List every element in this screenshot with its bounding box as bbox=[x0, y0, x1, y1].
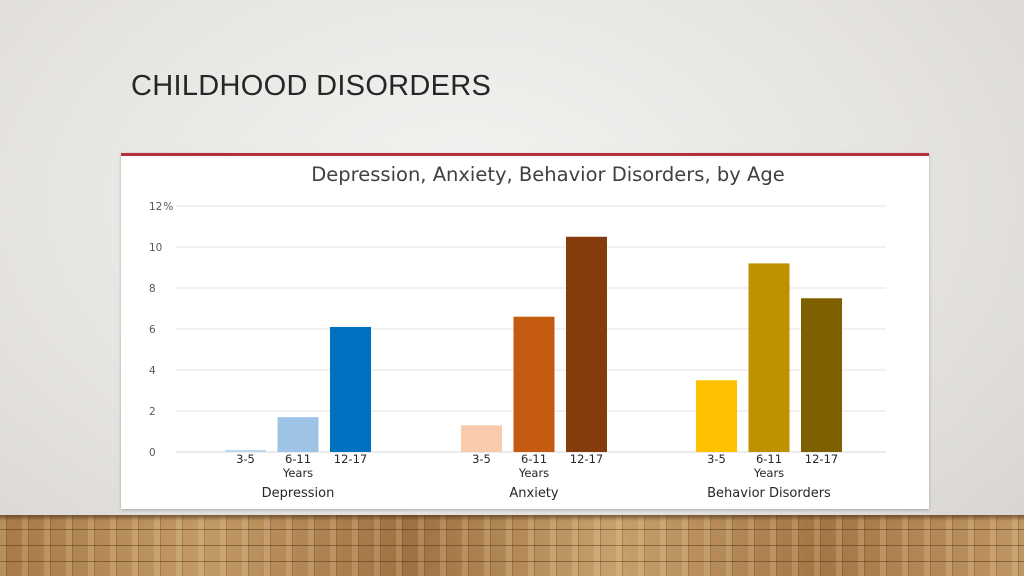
y-tick-label: 8 bbox=[149, 283, 156, 295]
bar bbox=[566, 236, 607, 452]
age-axis-label: Years bbox=[753, 466, 784, 480]
y-tick-label: 4 bbox=[149, 365, 156, 377]
y-unit-label: % bbox=[163, 201, 173, 213]
group-label: Behavior Disorders bbox=[707, 486, 831, 501]
x-tick-label: 12-17 bbox=[570, 452, 603, 466]
x-tick-label: 6-11 bbox=[756, 452, 782, 466]
group-label: Anxiety bbox=[509, 486, 559, 501]
chart-panel: Depression, Anxiety, Behavior Disorders,… bbox=[121, 153, 929, 509]
bar bbox=[696, 380, 737, 452]
bar bbox=[513, 316, 555, 452]
y-tick-label: 2 bbox=[149, 406, 156, 418]
bar bbox=[801, 298, 842, 452]
bar-chart: Depression, Anxiety, Behavior Disorders,… bbox=[149, 163, 886, 501]
bar bbox=[748, 263, 790, 452]
bar bbox=[277, 417, 319, 452]
x-tick-label: 3-5 bbox=[707, 452, 726, 466]
age-axis-label: Years bbox=[518, 466, 549, 480]
x-tick-label: 12-17 bbox=[805, 452, 838, 466]
x-tick-label: 3-5 bbox=[236, 452, 255, 466]
x-axis-labels: 3-5 6-11 12-17 Years Depression 3-5 6-11 12-17 Y… bbox=[236, 452, 838, 501]
bar bbox=[461, 425, 502, 452]
chart-title: Depression, Anxiety, Behavior Disorders,… bbox=[311, 163, 784, 186]
y-tick-label: 12 bbox=[149, 201, 162, 213]
y-tick-label: 6 bbox=[149, 324, 156, 336]
y-tick-label: 0 bbox=[149, 447, 156, 459]
chart-accent-rule bbox=[121, 153, 929, 156]
bar bbox=[330, 326, 371, 452]
slide-title: CHILDHOOD DISORDERS bbox=[131, 70, 492, 102]
y-tick-label: 10 bbox=[149, 242, 162, 254]
wood-floor-background bbox=[0, 515, 1024, 576]
age-axis-label: Years bbox=[282, 466, 313, 480]
x-tick-label: 6-11 bbox=[285, 452, 311, 466]
x-tick-label: 6-11 bbox=[521, 452, 547, 466]
x-tick-label: 12-17 bbox=[334, 452, 367, 466]
bars bbox=[225, 236, 842, 452]
x-tick-label: 3-5 bbox=[472, 452, 491, 466]
group-label: Depression bbox=[262, 486, 335, 501]
y-axis-ticks: 0 2 4 6 8 10 12% bbox=[149, 201, 173, 459]
bar bbox=[225, 449, 266, 452]
